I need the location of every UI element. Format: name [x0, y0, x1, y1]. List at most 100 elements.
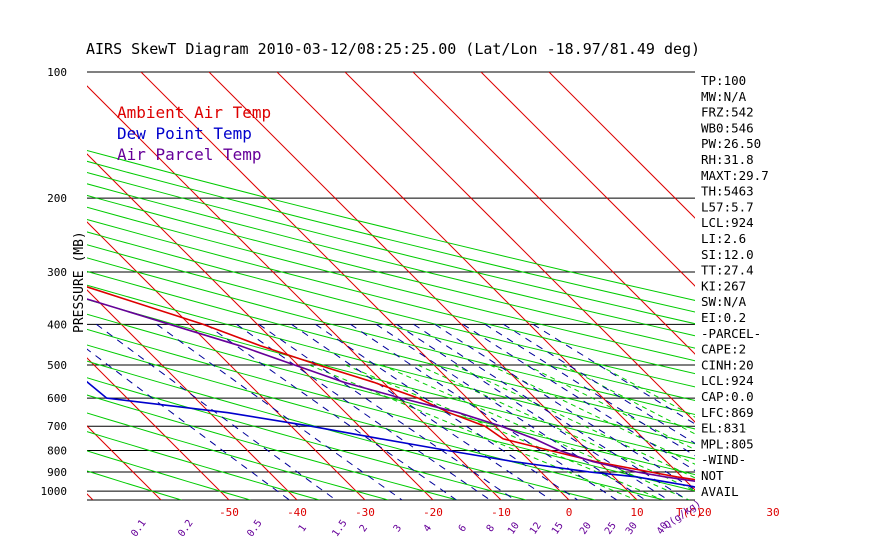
bottom-temp-tick: -10: [491, 506, 511, 519]
mixing-ratio-line: [236, 323, 491, 500]
dry-adiabat: [87, 270, 695, 430]
stat-item: -WIND-: [701, 452, 746, 467]
mixing-ratio-line: [484, 323, 695, 457]
moist-adiabat: [489, 364, 695, 465]
stat-item: KI:267: [701, 278, 746, 293]
legend-parcel: Air Parcel Temp: [117, 145, 262, 164]
mixing-ratio-tick: 25: [603, 520, 619, 536]
bottom-temp-tick: 10: [630, 506, 643, 519]
sounding-series: [87, 286, 695, 488]
mixing-ratio-tick: 3: [392, 523, 404, 534]
stat-item: AVAIL: [701, 484, 739, 499]
legend-ambient: Ambient Air Temp: [117, 103, 271, 122]
mixing-ratio-line: [87, 348, 290, 500]
series-line-0: [87, 286, 695, 481]
stat-item: MPL:805: [701, 436, 754, 451]
stat-item: EI:0.2: [701, 310, 746, 325]
mixing-ratio-line: [291, 323, 552, 500]
stat-item: CAP:0.0: [701, 389, 754, 404]
mixing-ratio-tick: 15: [550, 520, 566, 536]
moist-adiabat: [417, 364, 695, 492]
stat-item: WB0:546: [701, 120, 754, 135]
pressure-tick: 400: [47, 318, 67, 331]
isotherm: [208, 72, 638, 500]
pressure-tick: 200: [47, 192, 67, 205]
pressure-tick: 600: [47, 392, 67, 405]
isotherm: [87, 425, 162, 500]
mixing-ratio-line: [96, 323, 337, 500]
mixing-ratio-line: [258, 323, 516, 500]
dry-adiabat: [87, 431, 320, 500]
stat-item: CINH:20: [701, 357, 754, 372]
pressure-tick: 100: [47, 66, 67, 79]
chart-title: AIRS SkewT Diagram 2010-03-12/08:25:25.0…: [86, 40, 700, 58]
mixing-ratio-line: [375, 323, 646, 500]
pressure-tick: 700: [47, 420, 67, 433]
series-line-1: [87, 380, 695, 488]
pressure-tick: 300: [47, 266, 67, 279]
pressure-tick: 900: [47, 466, 67, 479]
mixing-ratio-tick: 2: [358, 523, 370, 534]
stat-item: SW:N/A: [701, 294, 747, 309]
mixing-ratio-tick: 30: [624, 520, 640, 536]
dry-adiabat: [87, 218, 695, 375]
dry-adiabat: [87, 244, 695, 402]
isotherm: [87, 221, 366, 500]
mixing-ratio-tick: 0.1: [129, 518, 148, 539]
dry-adiabat: [87, 298, 695, 460]
isotherm: [87, 357, 230, 500]
mixing-ratio-line: [156, 323, 403, 500]
dry-adiabat: [87, 412, 389, 500]
mixing-ratio-tick: 1.5: [330, 518, 349, 539]
dry-adiabat: [87, 183, 695, 337]
moist-adiabat: [345, 364, 663, 500]
dry-adiabat: [87, 206, 695, 362]
stat-item: -PARCEL-: [701, 326, 761, 341]
isotherm: [412, 72, 695, 355]
stat-item: NOT: [701, 468, 724, 483]
stat-item: MW:N/A: [701, 89, 747, 104]
dry-adiabat: [87, 394, 458, 500]
stat-item: SI:12.0: [701, 247, 754, 262]
isotherm: [548, 72, 695, 219]
dry-adiabat: [87, 149, 695, 301]
legend-dewpoint: Dew Point Temp: [117, 124, 252, 143]
bottom-temp-tick: -50: [219, 506, 239, 519]
dry-adiabat: [87, 360, 596, 500]
stat-item: TH:5463: [701, 184, 754, 199]
bottom-temp-tick: 0: [566, 506, 573, 519]
mixing-ratio-tick: 0.2: [176, 518, 195, 539]
mixing-ratio-line: [205, 323, 457, 500]
isotherm: [140, 72, 570, 500]
moist-adiabat: [453, 364, 695, 479]
stat-item: CAPE:2: [701, 342, 746, 357]
pressure-tick: 500: [47, 359, 67, 372]
mixing-ratio-line: [532, 323, 695, 425]
moist-adiabat: [309, 364, 637, 500]
isotherm: [87, 289, 298, 500]
isotherm: [480, 72, 695, 287]
pressure-tick: 1000: [41, 485, 68, 498]
mixing-ratio-tick: 10: [506, 520, 522, 536]
stat-item: TT:27.4: [701, 263, 754, 278]
bottom-temp-tick: 20: [698, 506, 711, 519]
stat-item: L57:5.7: [701, 199, 754, 214]
dry-adiabat: [87, 344, 665, 500]
mixing-ratio-line: [396, 323, 669, 500]
mixing-ratio-line: [462, 323, 695, 472]
isotherm: [344, 72, 695, 423]
mixing-ratio-tick: 1: [297, 523, 309, 534]
bottom-temp-tick: -20: [423, 506, 443, 519]
dry-adiabat: [87, 231, 695, 388]
isotherm: [0, 72, 25, 500]
temp-unit-label: T(C): [676, 506, 703, 519]
series-line-2: [87, 298, 695, 483]
mixing-ratio-tick: 0.5: [245, 518, 264, 539]
moist-adiabat: [562, 364, 695, 435]
dry-adiabat: [87, 284, 695, 445]
isotherm: [87, 153, 434, 500]
dry-adiabat: [87, 328, 695, 492]
dry-adiabat: [87, 160, 695, 313]
mixing-ratio-tick: 8: [485, 523, 497, 534]
